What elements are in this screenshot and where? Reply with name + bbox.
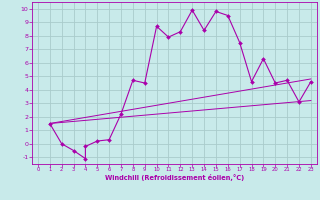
X-axis label: Windchill (Refroidissement éolien,°C): Windchill (Refroidissement éolien,°C) — [105, 174, 244, 181]
